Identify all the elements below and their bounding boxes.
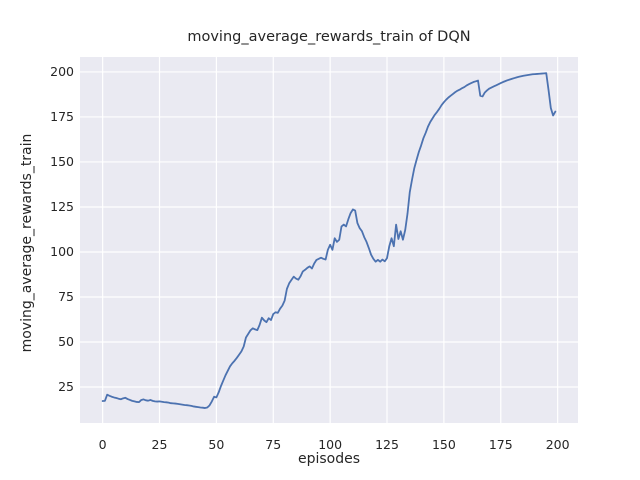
plot-background [80,57,578,423]
x-tick-label: 100 [318,437,343,452]
x-tick-label: 150 [431,437,456,452]
data-line-dqn [101,72,557,409]
gridlines [80,57,578,423]
y-tick-label: 175 [50,108,74,124]
x-tick-label: 75 [265,437,282,452]
y-tick-label: 75 [58,288,74,304]
y-tick-label: 100 [50,243,74,259]
x-tick-label: 125 [375,437,399,452]
y-tick-label: 25 [58,378,74,394]
y-tick-label: 50 [58,333,74,349]
x-tick-label: 50 [208,437,225,452]
plot-area [80,57,578,423]
x-tick-label: 175 [488,437,513,452]
y-axis-label: moving_average_rewards_train [19,133,35,353]
x-axis-label: episodes [297,451,361,467]
x-tick-label: 200 [545,437,570,452]
y-tick-label: 150 [50,153,74,169]
x-tick-label: 25 [151,437,168,452]
line-chart-canvas [80,57,578,423]
y-tick-label: 200 [50,63,74,79]
y-tick-label: 125 [50,198,74,214]
chart-title: moving_average_rewards_train of DQN [187,29,471,45]
x-tick-label: 0 [98,437,107,452]
